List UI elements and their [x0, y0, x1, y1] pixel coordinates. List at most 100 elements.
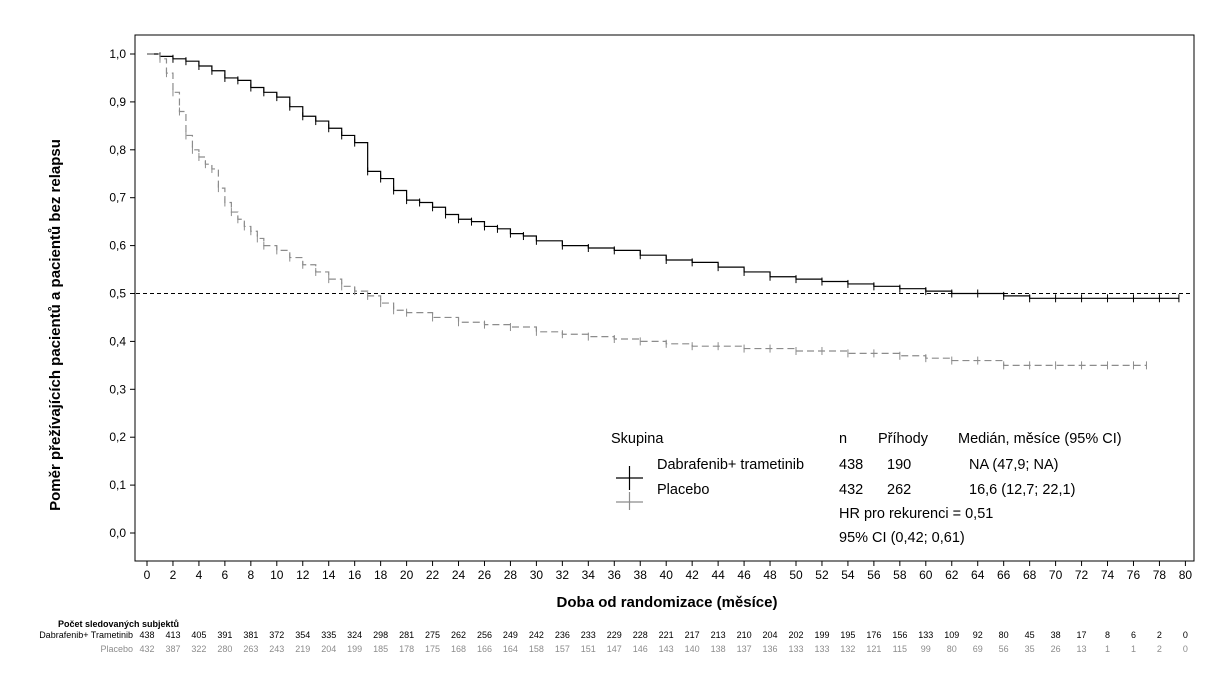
x-tick-label: 18 — [374, 568, 388, 582]
x-tick-label: 0 — [144, 568, 151, 582]
risk-table-cell: 92 — [973, 630, 983, 640]
risk-table-cell: 156 — [892, 630, 907, 640]
risk-table-cell: 0 — [1183, 630, 1188, 640]
x-tick-label: 44 — [711, 568, 725, 582]
risk-table-cell: 263 — [243, 644, 258, 654]
legend-header-median: Medián, měsíce (95% CI) — [958, 431, 1122, 447]
x-tick-label: 46 — [737, 568, 751, 582]
risk-table-cell: 322 — [191, 644, 206, 654]
legend-median-dabrafenib: NA (47,9; NA) — [969, 457, 1058, 473]
risk-table-cell: 166 — [477, 644, 492, 654]
risk-table-cell: 99 — [921, 644, 931, 654]
risk-table-cell: 204 — [763, 630, 778, 640]
risk-table-cell: 8 — [1105, 630, 1110, 640]
x-tick-label: 60 — [919, 568, 933, 582]
risk-table-cell: 17 — [1077, 630, 1087, 640]
x-tick-label: 16 — [348, 568, 362, 582]
y-tick-label: 0,8 — [109, 143, 126, 157]
legend-marker-dabrafenib — [616, 466, 643, 490]
risk-table-cell: 2 — [1157, 630, 1162, 640]
y-tick-label: 0,2 — [109, 430, 126, 444]
risk-table-cell: 1 — [1105, 644, 1110, 654]
risk-table-cell: 210 — [737, 630, 752, 640]
x-tick-label: 32 — [556, 568, 570, 582]
risk-table-cell: 45 — [1025, 630, 1035, 640]
risk-table-cell: 35 — [1025, 644, 1035, 654]
risk-table-cell: 229 — [607, 630, 622, 640]
risk-table-cell: 109 — [944, 630, 959, 640]
risk-row-label-dabrafenib: Dabrafenib+ Trametinib — [39, 630, 133, 640]
y-tick-label: 0,1 — [109, 478, 126, 492]
x-axis-title: Doba od randomizace (měsíce) — [557, 594, 778, 611]
risk-table-cell: 137 — [737, 644, 752, 654]
x-tick-label: 48 — [763, 568, 777, 582]
x-ticks: 0 2 4 6 8 10 12 14 16 18 20 22 24 26 28 30 32 34 36 38 40 42 4… — [144, 561, 1192, 582]
risk-table-cell: 176 — [866, 630, 881, 640]
risk-table-cell: 275 — [425, 630, 440, 640]
legend-ci: 95% CI (0,42; 0,61) — [839, 530, 965, 546]
risk-table-cell: 202 — [788, 630, 803, 640]
x-tick-label: 8 — [247, 568, 254, 582]
risk-table-cell: 133 — [788, 644, 803, 654]
y-ticks: 0,0 0,1 0,2 0,3 0,4 0,5 0,6 0,7 0,8 0,9 1,0 — [109, 47, 135, 540]
risk-table-cell: 438 — [139, 630, 154, 640]
risk-table-cell: 2 — [1157, 644, 1162, 654]
risk-table-cell: 324 — [347, 630, 362, 640]
risk-table-cell: 199 — [814, 630, 829, 640]
x-tick-label: 22 — [426, 568, 440, 582]
risk-table: Počet sledovaných subjektů Dabrafenib+ T… — [39, 619, 1188, 654]
legend-header-group: Skupina — [611, 431, 664, 447]
risk-table-cell: 213 — [711, 630, 726, 640]
x-tick-label: 78 — [1153, 568, 1167, 582]
legend-events-dabrafenib: 190 — [887, 457, 911, 473]
risk-table-cell: 228 — [633, 630, 648, 640]
risk-table-cell: 1 — [1131, 644, 1136, 654]
x-tick-label: 64 — [971, 568, 985, 582]
x-tick-label: 62 — [945, 568, 959, 582]
y-tick-label: 0,6 — [109, 239, 126, 253]
risk-table-cell: 262 — [451, 630, 466, 640]
legend-median-placebo: 16,6 (12,7; 22,1) — [969, 482, 1075, 498]
x-tick-label: 40 — [660, 568, 674, 582]
legend: Skupina n Příhody Medián, měsíce (95% CI… — [611, 431, 1122, 546]
risk-table-cell: 115 — [893, 644, 907, 654]
placebo-curve — [147, 53, 1147, 366]
x-tick-label: 4 — [196, 568, 203, 582]
risk-table-cell: 158 — [529, 644, 544, 654]
legend-events-placebo: 262 — [887, 482, 911, 498]
risk-table-cell: 147 — [607, 644, 622, 654]
x-tick-label: 14 — [322, 568, 336, 582]
risk-table-cell: 132 — [840, 644, 855, 654]
risk-table-cell: 219 — [295, 644, 310, 654]
x-tick-label: 66 — [997, 568, 1011, 582]
risk-table-cell: 413 — [165, 630, 180, 640]
y-tick-label: 0,4 — [109, 334, 126, 348]
risk-table-cell: 157 — [555, 644, 570, 654]
risk-table-cell: 80 — [999, 630, 1009, 640]
x-tick-label: 58 — [893, 568, 907, 582]
risk-table-cell: 121 — [866, 644, 881, 654]
y-tick-label: 0,9 — [109, 95, 126, 109]
legend-n-placebo: 432 — [839, 482, 863, 498]
risk-table-cell: 243 — [269, 644, 284, 654]
x-tick-label: 30 — [530, 568, 544, 582]
risk-table-cell: 26 — [1051, 644, 1061, 654]
risk-table-cell: 391 — [217, 630, 232, 640]
x-tick-label: 20 — [400, 568, 414, 582]
legend-header-n: n — [839, 431, 847, 447]
risk-table-cell: 381 — [243, 630, 258, 640]
risk-table-cell: 0 — [1183, 644, 1188, 654]
legend-label-dabrafenib: Dabrafenib+ trametinib — [657, 457, 804, 473]
x-tick-label: 28 — [504, 568, 518, 582]
x-tick-label: 50 — [789, 568, 803, 582]
y-tick-label: 0,0 — [109, 526, 126, 540]
risk-table-values: 438 413 405 391 381 372 354 335 324 298 281 275 262 2… — [139, 630, 1187, 654]
risk-table-cell: 133 — [814, 644, 829, 654]
risk-table-cell: 204 — [321, 644, 336, 654]
risk-table-cell: 168 — [451, 644, 466, 654]
risk-table-cell: 298 — [373, 630, 388, 640]
x-tick-label: 36 — [608, 568, 622, 582]
risk-table-cell: 185 — [373, 644, 388, 654]
x-tick-label: 38 — [634, 568, 648, 582]
